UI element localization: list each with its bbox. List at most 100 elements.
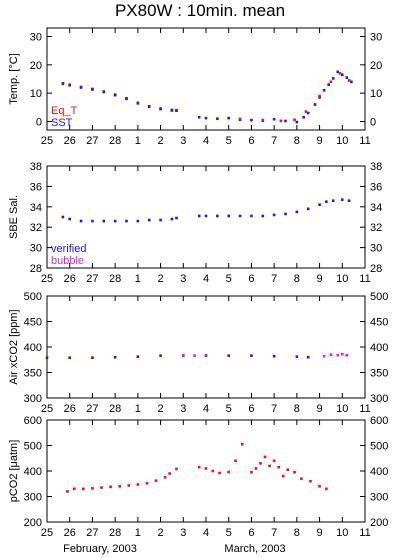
data-point: [159, 107, 162, 111]
x-tick-label: 2: [158, 135, 164, 147]
data-point: [91, 356, 94, 360]
y-tick-label-right: 400: [370, 342, 388, 354]
series-verified: [61, 215, 178, 223]
x-tick-label: 26: [64, 527, 76, 539]
y-tick-label-right: 200: [370, 517, 388, 529]
x-tick-label: 11: [359, 135, 370, 147]
data-point: [325, 487, 328, 491]
plot-frame: [46, 419, 366, 523]
x-tick-label: 8: [294, 527, 300, 539]
y-tick-label-left: 400: [24, 466, 42, 478]
data-point: [170, 109, 174, 112]
data-point: [318, 203, 321, 207]
data-point: [302, 115, 305, 119]
data-point: [329, 80, 333, 84]
y-tick-label-left: 200: [24, 517, 42, 529]
x-tick-label: 2: [158, 273, 164, 285]
data-point: [163, 476, 167, 479]
x-tick-label: 28: [109, 527, 121, 539]
y-tick-label-left: 350: [24, 368, 42, 380]
data-point: [216, 214, 219, 218]
x-tick-label: 6: [248, 135, 254, 147]
data-point: [268, 464, 271, 468]
data-point: [197, 115, 201, 119]
data-point: [254, 467, 258, 470]
data-point: [66, 490, 69, 493]
data-point: [340, 73, 344, 77]
data-point: [306, 207, 310, 211]
data-point: [68, 356, 72, 360]
x-tick-label: 11: [359, 273, 370, 285]
data-point: [193, 354, 196, 357]
y-tick-label-left: 28: [30, 263, 42, 275]
legend-sst: SST: [51, 117, 73, 129]
data-point: [227, 354, 231, 357]
y-tick-label-left: 300: [24, 393, 42, 405]
data-point: [72, 487, 76, 491]
y-tick-label-left: 500: [24, 291, 42, 303]
data-point: [127, 484, 131, 487]
data-point: [91, 219, 94, 223]
x-tick-label: 25: [41, 527, 53, 539]
data-point: [238, 117, 242, 121]
y-tick-label-right: 30: [370, 32, 382, 44]
x-tick-label: 26: [64, 403, 76, 415]
data-point: [336, 70, 340, 74]
x-tick-label: 25: [41, 403, 53, 415]
data-point: [272, 117, 276, 121]
data-point: [204, 353, 208, 357]
series-air-bubble: [181, 352, 349, 358]
panel-1: 0 0 10 10 20 20 30 30 25 26 27 28 1 2 3 4 5 6 7 8 9 10 11 Temp.…: [8, 27, 382, 147]
data-point: [293, 470, 296, 474]
data-point: [159, 354, 162, 357]
data-point: [227, 470, 231, 474]
data-point: [136, 102, 140, 105]
x-tick-label: 5: [226, 135, 232, 147]
data-point: [350, 80, 353, 84]
data-point: [175, 216, 178, 220]
y-axis-label: pCO2 [μatm]: [8, 440, 20, 503]
plot-frame: [46, 295, 366, 399]
series-eq_t: [61, 81, 178, 112]
x-tick-label: 25: [41, 273, 53, 285]
data-point: [145, 481, 149, 485]
data-point: [82, 487, 85, 491]
x-tick-label: 1: [135, 273, 141, 285]
series-sst: [61, 82, 178, 113]
y-tick-label-right: 28: [370, 263, 382, 275]
data-point: [284, 212, 287, 216]
data-point: [272, 213, 276, 217]
data-point: [272, 459, 276, 463]
x-tick-label: 7: [271, 403, 277, 415]
x-tick-label: 3: [180, 527, 186, 539]
x-tick-label: 27: [86, 273, 98, 285]
x-tick-label: 4: [203, 527, 209, 539]
data-point: [125, 219, 128, 223]
data-point: [327, 83, 330, 86]
data-point: [300, 477, 303, 480]
x-tick-label: 7: [271, 527, 277, 539]
y-tick-label-right: 36: [370, 181, 382, 193]
x-tick-label: 1: [135, 403, 141, 415]
x-tick-label: 8: [294, 273, 300, 285]
y-tick-label-right: 38: [370, 161, 382, 173]
data-point: [347, 199, 351, 202]
x-tick-label: 26: [64, 135, 76, 147]
x-tick-label: 9: [317, 403, 323, 415]
data-point: [218, 471, 221, 475]
data-point: [113, 93, 117, 97]
x-tick-label: 2: [158, 527, 164, 539]
x-tick-label: 11: [359, 403, 370, 415]
data-point: [318, 96, 321, 99]
y-tick-label-left: 0: [36, 117, 42, 129]
data-point: [261, 118, 265, 122]
y-tick-label-right: 10: [370, 88, 382, 100]
x-tick-label: 7: [271, 273, 277, 285]
data-point: [347, 79, 351, 82]
data-point: [227, 214, 231, 218]
x-tick-label: 27: [86, 135, 98, 147]
x-tick-label: 25: [41, 135, 53, 147]
data-point: [136, 219, 140, 223]
